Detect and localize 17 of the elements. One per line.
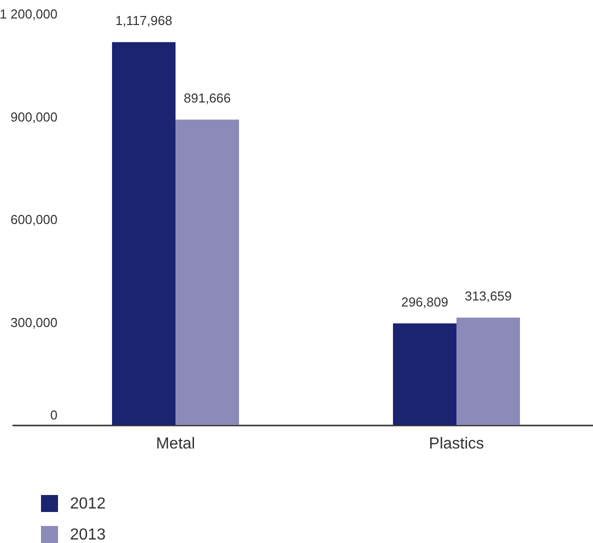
bar bbox=[112, 42, 176, 425]
y-tick-label: 0 bbox=[50, 408, 58, 422]
data-label: 296,809 bbox=[401, 294, 448, 310]
y-tick-label: 1 200,000 bbox=[0, 6, 58, 22]
y-tick-label: 900,000 bbox=[10, 109, 58, 124]
bar bbox=[392, 323, 456, 425]
y-tick-label: 600,000 bbox=[10, 212, 58, 227]
data-label: 313,659 bbox=[464, 288, 512, 304]
data-label: 1,117,968 bbox=[115, 13, 172, 28]
data-label: 891,666 bbox=[184, 90, 231, 106]
y-tick-label: 300,000 bbox=[10, 314, 58, 330]
legend-label: 2012 bbox=[70, 496, 106, 512]
legend-label: 2013 bbox=[70, 526, 106, 543]
bar bbox=[456, 318, 520, 425]
bar bbox=[176, 120, 240, 425]
x-tick-label: Plastics bbox=[428, 436, 484, 452]
x-tick-label: Metal bbox=[156, 436, 196, 452]
